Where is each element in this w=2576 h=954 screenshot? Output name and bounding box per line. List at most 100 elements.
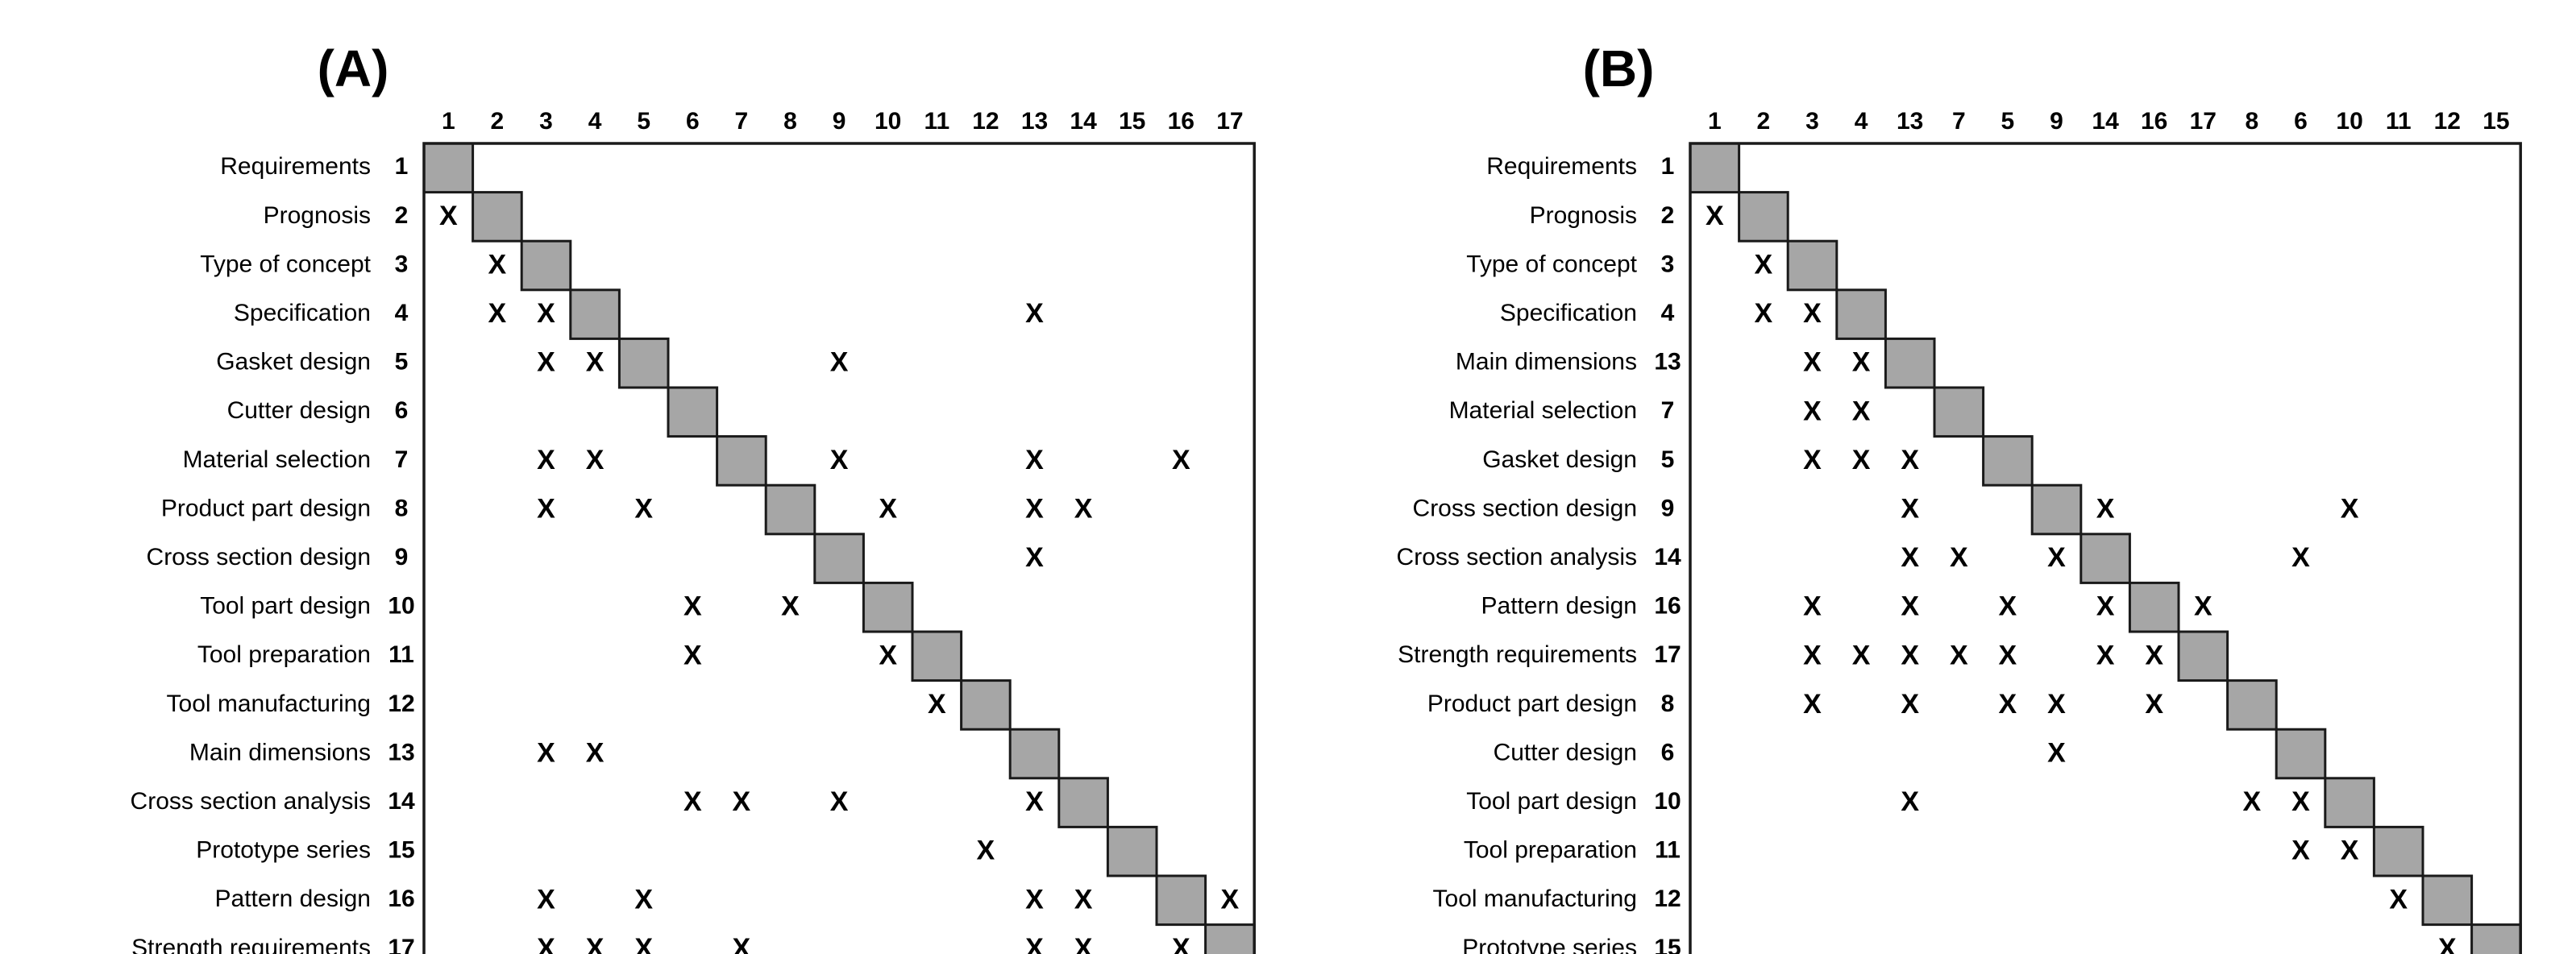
column-header-a-12: 12 <box>972 108 999 135</box>
column-header-a-11: 11 <box>924 108 949 135</box>
row-number-b-12: 12 <box>1654 886 1681 912</box>
dependency-mark-b-3-2: X <box>1755 249 1773 280</box>
row-name-a-4: Specification <box>234 300 371 326</box>
matrix-border-a <box>422 142 1256 954</box>
row-name-a-1: Requirements <box>220 153 371 180</box>
diagonal-cell-a-1 <box>422 142 475 194</box>
column-header-a-3: 3 <box>539 108 553 135</box>
column-header-a-10: 10 <box>875 108 901 135</box>
panel-label-b: (B) <box>1583 39 1655 97</box>
dependency-mark-a-11-6: X <box>683 640 702 670</box>
dependency-mark-a-2-1: X <box>439 201 458 231</box>
row-name-b-13: Main dimensions <box>1456 349 1637 375</box>
dependency-mark-a-17-16: X <box>1172 933 1190 954</box>
dependency-mark-b-14-13: X <box>1901 542 1919 573</box>
column-header-a-5: 5 <box>637 108 650 135</box>
row-name-b-7: Material selection <box>1449 397 1637 424</box>
row-name-a-5: Gasket design <box>216 349 371 375</box>
dependency-mark-b-16-13: X <box>1901 591 1919 622</box>
column-header-b-9: 9 <box>2050 108 2063 135</box>
row-name-b-12: Tool manufacturing <box>1433 886 1637 912</box>
row-name-b-1: Requirements <box>1486 153 1637 180</box>
matrix-panel-a: (A)1 2 3 4 5 6 7 8 9 10 11 12 13 14 15 16 17Requirements… <box>131 39 1256 954</box>
row-number-a-12: 12 <box>388 691 414 717</box>
row-name-b-11: Tool preparation <box>1464 837 1637 864</box>
dependency-mark-b-14-6: X <box>2291 542 2310 573</box>
dependency-mark-a-17-4: X <box>586 933 605 954</box>
diagonal-cell-b-6 <box>2275 728 2327 780</box>
dependency-mark-b-5-3: X <box>1803 445 1822 475</box>
row-number-b-6: 6 <box>1661 739 1675 765</box>
row-number-b-3: 3 <box>1661 251 1675 277</box>
dependency-mark-b-4-2: X <box>1755 298 1773 329</box>
dependency-mark-b-11-6: X <box>2291 836 2310 866</box>
diagonal-cell-b-16 <box>2128 581 2180 633</box>
dependency-mark-b-17-5: X <box>1999 640 2017 670</box>
dependency-mark-b-8-5: X <box>1999 689 2017 720</box>
dependency-mark-a-16-13: X <box>1025 884 1044 915</box>
row-number-a-7: 7 <box>395 446 409 473</box>
dependency-mark-b-17-7: X <box>1950 640 1968 670</box>
dependency-mark-b-5-13: X <box>1901 445 1919 475</box>
dependency-mark-b-16-3: X <box>1803 591 1822 622</box>
column-header-a-2: 2 <box>491 108 505 135</box>
dependency-mark-a-10-6: X <box>683 591 702 622</box>
dependency-mark-b-2-1: X <box>1706 201 1724 231</box>
dependency-mark-b-13-4: X <box>1852 347 1871 378</box>
dependency-mark-a-8-5: X <box>634 493 653 524</box>
diagonal-cell-a-6 <box>667 386 719 438</box>
column-header-a-16: 16 <box>1168 108 1195 135</box>
row-number-a-11: 11 <box>388 641 414 668</box>
row-number-a-4: 4 <box>395 300 409 326</box>
column-header-a-6: 6 <box>686 108 700 135</box>
row-name-b-5: Gasket design <box>1482 446 1637 473</box>
diagonal-cell-b-17 <box>2177 630 2229 682</box>
diagonal-cell-b-4 <box>1835 288 1887 340</box>
column-header-b-13: 13 <box>1897 108 1923 135</box>
row-number-a-16: 16 <box>388 886 414 912</box>
row-number-a-6: 6 <box>395 397 409 424</box>
row-number-b-1: 1 <box>1661 153 1675 180</box>
row-number-a-3: 3 <box>395 251 409 277</box>
column-header-b-15: 15 <box>2483 108 2509 135</box>
row-name-a-9: Cross section design <box>147 544 371 570</box>
dependency-mark-b-17-14: X <box>2096 640 2115 670</box>
dependency-mark-a-14-7: X <box>733 786 751 817</box>
row-name-a-14: Cross section analysis <box>131 788 371 815</box>
dependency-mark-b-16-14: X <box>2096 591 2115 622</box>
diagonal-cell-b-14 <box>2079 533 2131 584</box>
column-header-a-7: 7 <box>735 108 749 135</box>
diagonal-cell-b-9 <box>2030 483 2083 536</box>
row-name-a-15: Prototype series <box>196 837 371 864</box>
row-name-a-11: Tool preparation <box>197 641 371 668</box>
dependency-mark-a-7-3: X <box>537 445 555 475</box>
column-header-b-7: 7 <box>1952 108 1966 135</box>
dependency-mark-a-11-10: X <box>879 640 897 670</box>
dependency-mark-b-8-3: X <box>1803 689 1822 720</box>
dependency-mark-b-10-13: X <box>1901 786 1919 817</box>
row-number-a-1: 1 <box>395 153 409 180</box>
column-header-a-4: 4 <box>588 108 602 135</box>
diagonal-cell-b-10 <box>2324 777 2375 828</box>
row-number-a-5: 5 <box>395 349 409 375</box>
diagonal-cell-a-7 <box>716 435 767 487</box>
column-header-b-16: 16 <box>2141 108 2167 135</box>
row-number-b-7: 7 <box>1661 397 1675 424</box>
dependency-mark-b-7-4: X <box>1852 396 1871 426</box>
dependency-mark-a-16-5: X <box>634 884 653 915</box>
row-number-b-2: 2 <box>1661 202 1675 229</box>
dependency-mark-b-17-4: X <box>1852 640 1871 670</box>
diagonal-cell-b-7 <box>1933 386 1985 438</box>
diagonal-cell-a-8 <box>764 483 816 536</box>
column-header-b-1: 1 <box>1708 108 1722 135</box>
dependency-mark-b-10-6: X <box>2291 786 2310 817</box>
panel-label-a: (A) <box>318 39 389 97</box>
row-number-b-15: 15 <box>1654 935 1681 954</box>
diagonal-cell-b-1 <box>1689 142 1741 194</box>
row-name-b-4: Specification <box>1500 300 1637 326</box>
dependency-mark-a-17-5: X <box>634 933 653 954</box>
diagonal-cell-b-8 <box>2226 679 2278 731</box>
dependency-mark-a-16-17: X <box>1221 884 1240 915</box>
dependency-mark-a-5-4: X <box>586 347 605 378</box>
